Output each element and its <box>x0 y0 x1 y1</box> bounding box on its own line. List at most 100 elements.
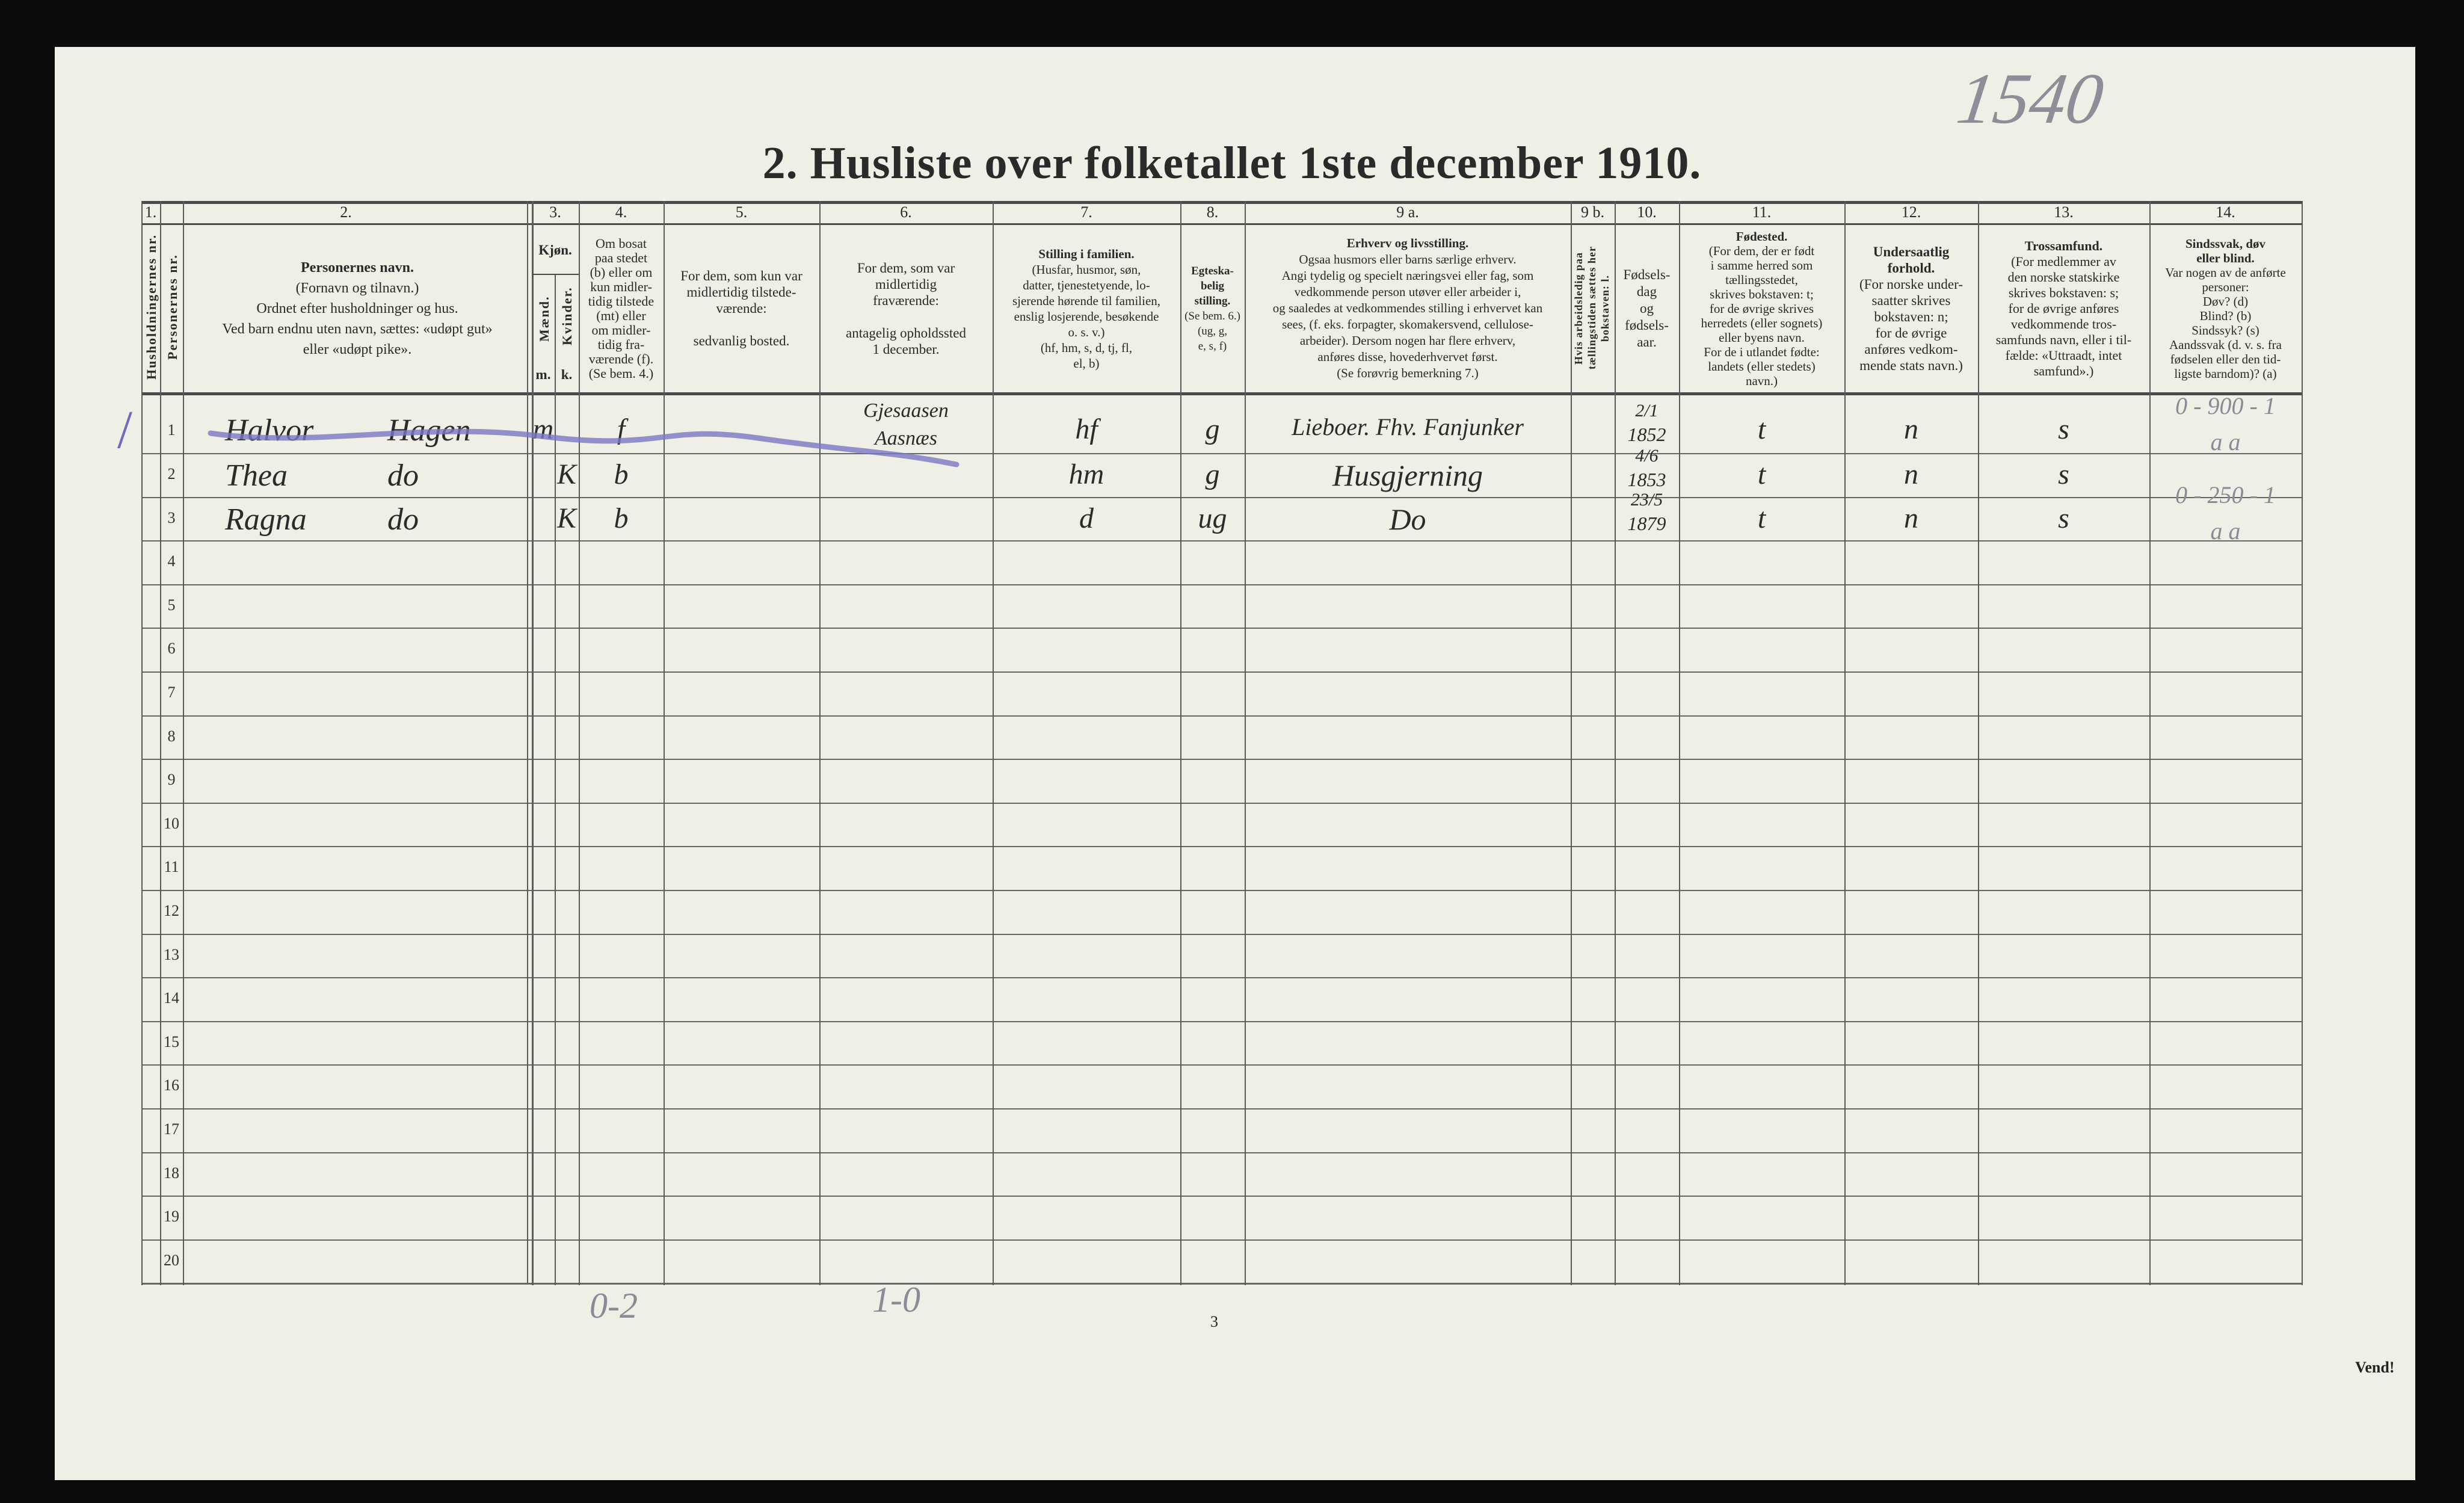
first-name: Thea <box>225 458 288 493</box>
first-name: Ragna <box>225 502 307 537</box>
birthdate-header: Fødsels- dag og fødsels- aar. <box>1615 226 1679 390</box>
column-number-col2: 2. <box>340 203 352 221</box>
column-number-col11: 11. <box>1752 203 1772 221</box>
column-number-col9a: 9 a. <box>1396 203 1419 221</box>
birth-day-entry: 4/6 <box>1635 446 1659 466</box>
first-name: Halvor <box>225 413 314 448</box>
column-number-col9b: 9 b. <box>1581 203 1604 221</box>
female-abbr: k. <box>561 367 573 382</box>
birth-day-entry: 2/1 <box>1635 401 1659 421</box>
column-rule <box>819 201 821 1286</box>
row-rule <box>141 1152 2302 1153</box>
row-rule <box>141 1064 2302 1066</box>
column-rule <box>579 201 580 1286</box>
row-rule <box>141 1239 2302 1241</box>
row-rule <box>141 802 2302 804</box>
row-rule <box>141 846 2302 848</box>
sex-entry: m <box>532 413 554 445</box>
column-rule <box>183 201 184 1286</box>
marital-entry: g <box>1205 458 1220 490</box>
row-number: 20 <box>164 1251 179 1269</box>
occupation-header-text: Ogsaa husmors eller barns særlige erhver… <box>1272 252 1543 380</box>
row-rule <box>141 584 2302 585</box>
occupation-header-title: Erhverv og livsstilling. <box>1346 236 1469 250</box>
names-header: Personernes navn. (Fornavn og tilnavn.) O… <box>183 226 532 390</box>
census-form-page <box>55 47 2415 1480</box>
occupation-header: Erhverv og livsstilling. Ogsaa husmors el… <box>1245 226 1571 390</box>
usual-residence-header: For dem, som kun var midlertidig tilsted… <box>664 226 819 390</box>
margin-mark: / <box>117 400 133 460</box>
column-number-col1: 1. <box>144 203 157 221</box>
row-number: 8 <box>167 727 176 745</box>
birthdate-header-text: Fødsels- dag og fødsels- aar. <box>1623 267 1671 350</box>
religion-entry: s <box>2058 413 2069 445</box>
turn-page-note: Vend! <box>2355 1359 2395 1376</box>
occupation-entry: Do <box>1389 502 1426 536</box>
row-number: 7 <box>167 684 176 701</box>
names-header-text: (Fornavn og tilnavn.) Ordnet efter husho… <box>222 280 493 357</box>
family-position-header-title: Stilling i familien. <box>1038 246 1135 261</box>
column-rule <box>160 201 161 1286</box>
row-number: 2 <box>167 465 176 483</box>
religion-header-text: (For medlemmer av den norske statskirke … <box>1995 253 2132 378</box>
residence-entry: b <box>614 502 629 534</box>
column-rule-double <box>527 201 528 1283</box>
citizenship-header-text: (For norske under- saatter skrives bokst… <box>1859 276 1963 373</box>
row-number: 14 <box>164 989 179 1007</box>
occupation-entry: Lieboer. Fhv. Fanjunker <box>1292 413 1524 440</box>
row-rule <box>141 1283 2302 1285</box>
female-header: Kvinder. <box>559 286 574 345</box>
column-number-col14: 14. <box>2216 203 2235 221</box>
marital-status-header: Egteska- belig stilling. (Se bem. 6.) (ug… <box>1180 226 1245 390</box>
pencil-note-2: a a <box>2210 517 2241 545</box>
row-number: 12 <box>164 902 179 919</box>
row-rule <box>141 1196 2302 1197</box>
column-number-col5: 5. <box>735 203 748 221</box>
column-number-col7: 7. <box>1080 203 1092 221</box>
row-rule <box>141 890 2302 891</box>
residence-status-header-text: Om bosat paa stedet (b) eller om kun mid… <box>588 235 654 381</box>
column-number-col13: 13. <box>2054 203 2074 221</box>
family-position-entry: hf <box>1075 413 1098 445</box>
column-rule <box>993 201 994 1286</box>
column-number-col8: 8. <box>1206 203 1219 221</box>
absent-location-header-text: For dem, som var midlertidig fraværende:… <box>846 260 966 357</box>
row-rule <box>141 671 2302 673</box>
family-position-header: Stilling i familien. (Husfar, husmor, søn… <box>993 226 1180 390</box>
residence-entry: b <box>614 458 629 490</box>
row-number: 4 <box>167 552 176 570</box>
row-rule <box>141 933 2302 935</box>
row-rule <box>141 496 2302 498</box>
row-number: 9 <box>167 771 176 789</box>
column-rule <box>1245 201 1246 1286</box>
household-number-header: Husholdningernes nr. <box>144 233 159 380</box>
usual-residence-header-text: For dem, som kun var midlertidig tilsted… <box>680 268 802 348</box>
archive-number: 1540 <box>1952 58 2108 138</box>
row-rule <box>141 628 2302 629</box>
birthplace-header-title: Fødested. <box>1736 229 1788 244</box>
page-number: 3 <box>1210 1313 1218 1330</box>
family-position-entry: hm <box>1068 458 1104 490</box>
row-number: 19 <box>164 1208 179 1226</box>
row-rule <box>141 977 2302 979</box>
family-position-entry: d <box>1079 502 1094 534</box>
row-number: 15 <box>164 1032 179 1051</box>
religion-entry: s <box>2058 458 2069 490</box>
citizenship-header-title: Undersaatlig forhold. <box>1873 244 1950 276</box>
pencil-note: 0 - 250 - 1 <box>2175 481 2276 508</box>
column-rule <box>532 201 534 1286</box>
citizenship-entry: n <box>1904 413 1918 445</box>
bottom-tally-2: 1-0 <box>872 1280 920 1319</box>
column-rule <box>1844 201 1846 1286</box>
marital-status-header-text: (Se bem. 6.) (ug, g, e, s, f) <box>1184 309 1240 353</box>
birthplace-entry: t <box>1757 413 1766 445</box>
column-rule <box>141 201 143 1286</box>
row-rule <box>141 540 2302 542</box>
header-bottom-rule <box>141 392 2302 395</box>
column-number-col6: 6. <box>900 203 912 221</box>
birthplace-header-text: (For dem, der er født i samme herred som… <box>1701 243 1823 388</box>
birthplace-header: Fødested. (For dem, der er født i samme h… <box>1679 226 1844 390</box>
column-number-col4: 4. <box>615 203 627 221</box>
absent-location-header: For dem, som var midlertidig fraværende:… <box>819 226 993 390</box>
column-rule <box>664 201 665 1286</box>
